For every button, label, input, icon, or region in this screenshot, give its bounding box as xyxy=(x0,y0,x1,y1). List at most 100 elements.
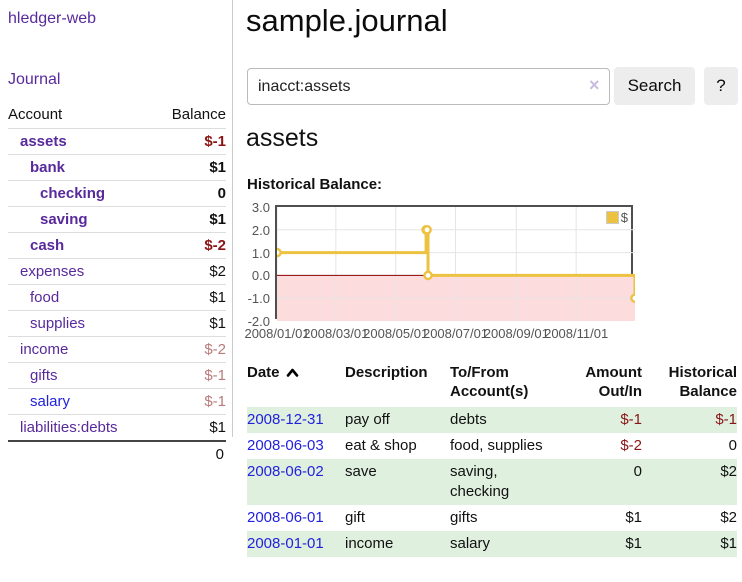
register-header-row: Date Description To/From Account(s) Amou… xyxy=(247,361,737,407)
series-swatch-icon xyxy=(605,211,619,224)
transaction-accounts: food, supplies xyxy=(450,437,543,454)
y-axis-tick-label: 1.0 xyxy=(251,245,270,261)
transaction-amount: 0 xyxy=(633,463,642,480)
account-balance: $1 xyxy=(209,315,226,332)
y-axis-tick-label: 3.0 xyxy=(251,200,270,215)
account-row: income $-2 xyxy=(8,336,226,362)
account-balance: $1 xyxy=(209,289,226,306)
page-title: sample.journal xyxy=(246,3,448,38)
sidebar: hledger-web Journal Account Balance asse… xyxy=(0,0,233,463)
account-row: checking 0 xyxy=(8,180,226,206)
y-axis-tick-label: 2.0 xyxy=(251,222,270,238)
account-link[interactable]: liabilities:debts xyxy=(20,419,118,436)
transaction-balance: $2 xyxy=(720,509,737,526)
accounts-column-header: To/From Account(s) xyxy=(450,364,529,400)
date-header-label: Date xyxy=(247,364,280,381)
balance-column-header-main: Historical Balance xyxy=(668,364,737,400)
account-row: cash $-2 xyxy=(8,232,226,258)
account-column-header: Account xyxy=(8,106,63,123)
x-axis-tick-label: 2008/03/01 xyxy=(303,326,369,341)
transaction-date-link[interactable]: 2008-06-01 xyxy=(247,509,324,526)
series-legend-label: $ xyxy=(620,210,628,225)
search-input[interactable] xyxy=(247,68,610,105)
amount-column-header: Amount Out/In xyxy=(585,364,642,400)
account-balance: $-1 xyxy=(204,367,226,384)
x-axis-tick-label: 2008/09/01 xyxy=(483,326,549,341)
account-page-title: assets xyxy=(246,124,319,152)
transaction-description: eat & shop xyxy=(345,437,417,454)
transaction-description: income xyxy=(345,535,394,552)
transaction-amount: $-1 xyxy=(620,411,642,428)
register-row: 2008-06-02 save saving, checking 0 $2 xyxy=(247,459,737,505)
account-balance: $-2 xyxy=(204,341,226,358)
date-column-header[interactable]: Date xyxy=(247,361,345,407)
account-row: salary $-1 xyxy=(8,388,226,414)
transaction-accounts: salary xyxy=(450,535,491,552)
chart-legend: $ xyxy=(605,210,628,225)
x-axis-tick-label: 2008/05/01 xyxy=(363,326,429,341)
register-row: 2008-01-01 income salary $1 $1 xyxy=(247,531,737,557)
nav-journal-link[interactable]: Journal xyxy=(8,71,61,88)
clear-search-icon[interactable]: × xyxy=(589,75,600,95)
balance-column-header: Balance xyxy=(171,106,226,123)
sort-ascending-icon xyxy=(286,368,298,377)
account-row: expenses $2 xyxy=(8,258,226,284)
register-row: 2008-12-31 pay off debts $-1 $-1 xyxy=(247,407,737,433)
account-row: liabilities:debts $1 xyxy=(8,414,226,440)
register-table: Date Description To/From Account(s) Amou… xyxy=(247,361,737,557)
accounts-total-value: 0 xyxy=(8,440,226,467)
transaction-date-link[interactable]: 2008-12-31 xyxy=(247,411,324,428)
account-row: supplies $1 xyxy=(8,310,226,336)
transaction-accounts: debts xyxy=(450,411,487,428)
account-link[interactable]: bank xyxy=(30,159,66,176)
account-balance: $-1 xyxy=(204,133,226,150)
account-link[interactable]: saving xyxy=(40,211,88,228)
account-link[interactable]: salary xyxy=(30,393,71,410)
historical-balance-chart[interactable]: $ xyxy=(275,205,635,321)
transaction-balance: 0 xyxy=(728,437,737,454)
y-axis-tick-label: -1.0 xyxy=(247,291,270,307)
account-balance: $-2 xyxy=(204,237,226,254)
transaction-accounts: saving, checking xyxy=(450,463,510,500)
account-balance: $1 xyxy=(209,419,226,436)
register-row: 2008-06-03 eat & shop food, supplies $-2 0 xyxy=(247,433,737,459)
account-link[interactable]: supplies xyxy=(30,315,86,332)
transaction-date-link[interactable]: 2008-06-02 xyxy=(247,463,324,480)
account-link[interactable]: assets xyxy=(20,133,67,150)
description-column-header: Description xyxy=(345,364,428,381)
account-balance: $1 xyxy=(209,211,226,228)
account-link[interactable]: food xyxy=(30,289,60,306)
help-button[interactable]: ? xyxy=(704,67,738,105)
transaction-description: gift xyxy=(345,509,366,526)
transaction-description: pay off xyxy=(345,411,390,428)
transaction-balance: $2 xyxy=(720,463,737,480)
transaction-accounts: gifts xyxy=(450,509,478,526)
app-brand-link[interactable]: hledger-web xyxy=(8,10,97,27)
account-row: saving $1 xyxy=(8,206,226,232)
accounts-table-header: Account Balance xyxy=(8,102,226,128)
search-button[interactable]: Search xyxy=(614,67,695,105)
transaction-amount: $1 xyxy=(625,509,642,526)
transaction-date-link[interactable]: 2008-06-03 xyxy=(247,437,324,454)
account-row: food $1 xyxy=(8,284,226,310)
account-balance: 0 xyxy=(217,185,226,202)
account-row: bank $1 xyxy=(8,154,226,180)
account-link[interactable]: expenses xyxy=(20,263,85,280)
y-axis-tick-label: -2.0 xyxy=(247,314,270,329)
account-link[interactable]: checking xyxy=(40,185,106,202)
account-row: gifts $-1 xyxy=(8,362,226,388)
account-balance: $-1 xyxy=(204,393,226,410)
x-axis-tick-label: 2008/07/01 xyxy=(422,326,489,341)
account-balance: $2 xyxy=(209,263,226,280)
transaction-balance: $-1 xyxy=(715,411,737,428)
account-link[interactable]: gifts xyxy=(30,367,58,384)
transaction-description: save xyxy=(345,463,377,480)
transaction-amount: $-2 xyxy=(620,437,642,454)
accounts-rows: assets $-1 bank $1 checking 0 saving $1 cash $-2 e… xyxy=(8,128,226,440)
transaction-date-link[interactable]: 2008-01-01 xyxy=(247,535,324,552)
register-row: 2008-06-01 gift gifts $1 $2 xyxy=(247,505,737,531)
transaction-amount: $1 xyxy=(625,535,642,552)
account-link[interactable]: cash xyxy=(30,237,65,254)
account-link[interactable]: income xyxy=(20,341,69,358)
account-balance: $1 xyxy=(209,159,226,176)
